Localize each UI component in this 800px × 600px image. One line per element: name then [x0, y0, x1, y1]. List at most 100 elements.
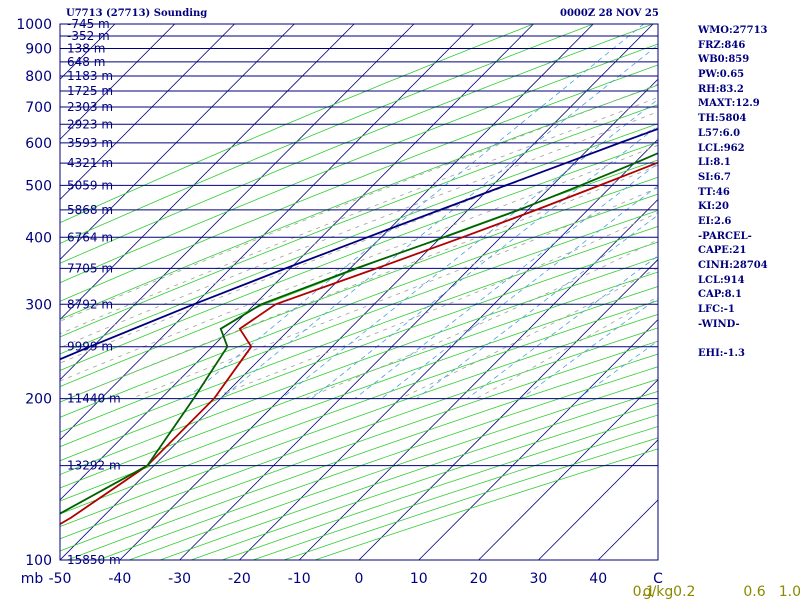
- mixing-ratio-line: [185, 24, 645, 399]
- background-grid: [60, 24, 658, 560]
- temperature-tick-label: C: [653, 571, 663, 587]
- height-label: 11440 m: [67, 392, 121, 406]
- isotherm-line: [538, 439, 658, 560]
- isotherm-line: [60, 24, 594, 560]
- temperature-tick-label: 0: [355, 571, 364, 587]
- temperature-tick-label: 20: [470, 571, 488, 587]
- pressure-label: 600: [25, 136, 52, 152]
- height-label: 5868 m: [67, 203, 113, 217]
- temperature-tick-label: -40: [108, 571, 131, 587]
- height-label: 138 m: [67, 42, 105, 56]
- isotherm-line: [60, 24, 534, 501]
- stat-line: WMO:27713: [698, 25, 768, 36]
- stat-line: EI:2.6: [698, 215, 732, 227]
- stat-line: CAPE:21: [698, 245, 747, 257]
- stat-line: [698, 332, 768, 347]
- pressure-label: 100: [25, 553, 52, 569]
- mixing-ratio-tick-label: 0.1: [633, 584, 655, 600]
- dry-adiabat-line: [60, 43, 658, 284]
- stat-line: LCL:962: [698, 142, 745, 154]
- pressure-label: 900: [25, 42, 52, 58]
- dry-adiabat-line: [60, 210, 658, 433]
- stat-line: CAP:8.1: [698, 289, 742, 301]
- mixing-ratio-tick-label: 0.2: [673, 584, 695, 600]
- temperature-trace: [60, 161, 658, 526]
- moist-adiabat-line: [210, 212, 658, 399]
- moist-adiabat-line: [399, 267, 658, 399]
- stat-line: SI:6.7: [698, 171, 731, 183]
- dry-adiabat-line: [60, 24, 655, 264]
- dry-adiabat-line: [60, 225, 658, 448]
- mixing-ratio-line: [381, 185, 658, 399]
- height-label: 5059 m: [67, 178, 113, 192]
- pressure-label: 400: [25, 230, 52, 246]
- pressure-label: 700: [25, 100, 52, 116]
- height-label: 8792 m: [67, 297, 113, 311]
- sounding-title: U7713 (27713) Sounding: [66, 8, 208, 19]
- mixing-ratio-line: [220, 44, 658, 399]
- height-label: 7705 m: [67, 261, 113, 275]
- isotherm-line: [239, 138, 658, 560]
- stat-line: CINH:28704: [698, 260, 768, 271]
- pressure-label: 500: [25, 178, 52, 194]
- mixing-ratio-line: [416, 214, 658, 399]
- mixing-ratio-tick-label: 0.6: [743, 584, 765, 600]
- height-label: 1183 m: [67, 69, 113, 83]
- dewpoint-trace: [60, 152, 658, 515]
- stat-line: WB0:859: [698, 54, 750, 66]
- isotherm-line: [60, 24, 355, 321]
- stat-line: -PARCEL-: [698, 230, 752, 242]
- mixing-ratio-line: [311, 125, 658, 399]
- moist-adiabat-line: [304, 239, 658, 399]
- dry-adiabat-line: [60, 123, 658, 355]
- pressure-label: 200: [25, 392, 52, 408]
- dry-adiabat-line: [98, 366, 658, 560]
- isotherm-line: [298, 198, 658, 560]
- temperature-tick-label: 40: [589, 571, 607, 587]
- dry-adiabat-line: [60, 104, 658, 338]
- height-label: 648 m: [67, 55, 105, 69]
- sounding-traces: [60, 127, 658, 526]
- temperature-tick-label: 30: [529, 571, 547, 587]
- plot-frame: [59, 23, 659, 561]
- stat-line: TT:46: [698, 186, 730, 198]
- dry-adiabat-line: [60, 327, 658, 540]
- mixing-ratio-tick-label: g/kg: [643, 584, 674, 600]
- stat-line: FRZ:846: [698, 39, 746, 51]
- isotherm-line: [60, 24, 295, 261]
- dry-adiabat-line: [60, 340, 658, 552]
- height-label: 9999 m: [67, 340, 113, 354]
- isotherm-line: [418, 319, 658, 560]
- dry-adiabat-line: [60, 84, 658, 320]
- stat-line: TH:5804: [698, 113, 747, 125]
- height-label: 1725 m: [67, 84, 113, 98]
- height-label: -745 m: [67, 17, 110, 31]
- stat-line: KI:20: [698, 201, 729, 213]
- pressure-label: 1000: [16, 17, 52, 33]
- dry-adiabat-line: [60, 24, 595, 244]
- isotherm-line: [60, 24, 415, 381]
- dry-adiabat-line: [60, 241, 658, 462]
- moist-adiabat-line: [131, 187, 658, 399]
- mixing-ratio-tick-label: 1.0: [779, 584, 800, 600]
- height-label: 13292 m: [67, 459, 121, 473]
- stat-line: EHI:-1.3: [698, 348, 745, 360]
- height-label: 6764 m: [67, 230, 113, 244]
- mixing-ratio-line: [281, 98, 658, 399]
- stat-line: LI:8.1: [698, 157, 731, 169]
- moist-adiabat-line: [60, 127, 658, 364]
- isotherm-line: [60, 24, 176, 140]
- stat-line: LCL:914: [698, 274, 745, 286]
- temperature-tick-label: -10: [288, 571, 311, 587]
- stat-line: L57:6.0: [698, 127, 741, 139]
- dry-adiabat-line: [67, 353, 658, 560]
- axis-labels: 100 15850 m 13292 m 200 11440 m 9999 m 30 0 8792…: [16, 17, 800, 600]
- temperature-tick-label: -20: [228, 571, 251, 587]
- moist-adiabat-line: [60, 83, 658, 322]
- temperature-tick-label: -50: [49, 571, 72, 587]
- height-label: 2923 m: [67, 117, 113, 131]
- stat-line: -WIND-: [698, 318, 740, 330]
- pressure-unit-label: mb: [21, 571, 44, 587]
- height-label: 15850 m: [67, 553, 121, 567]
